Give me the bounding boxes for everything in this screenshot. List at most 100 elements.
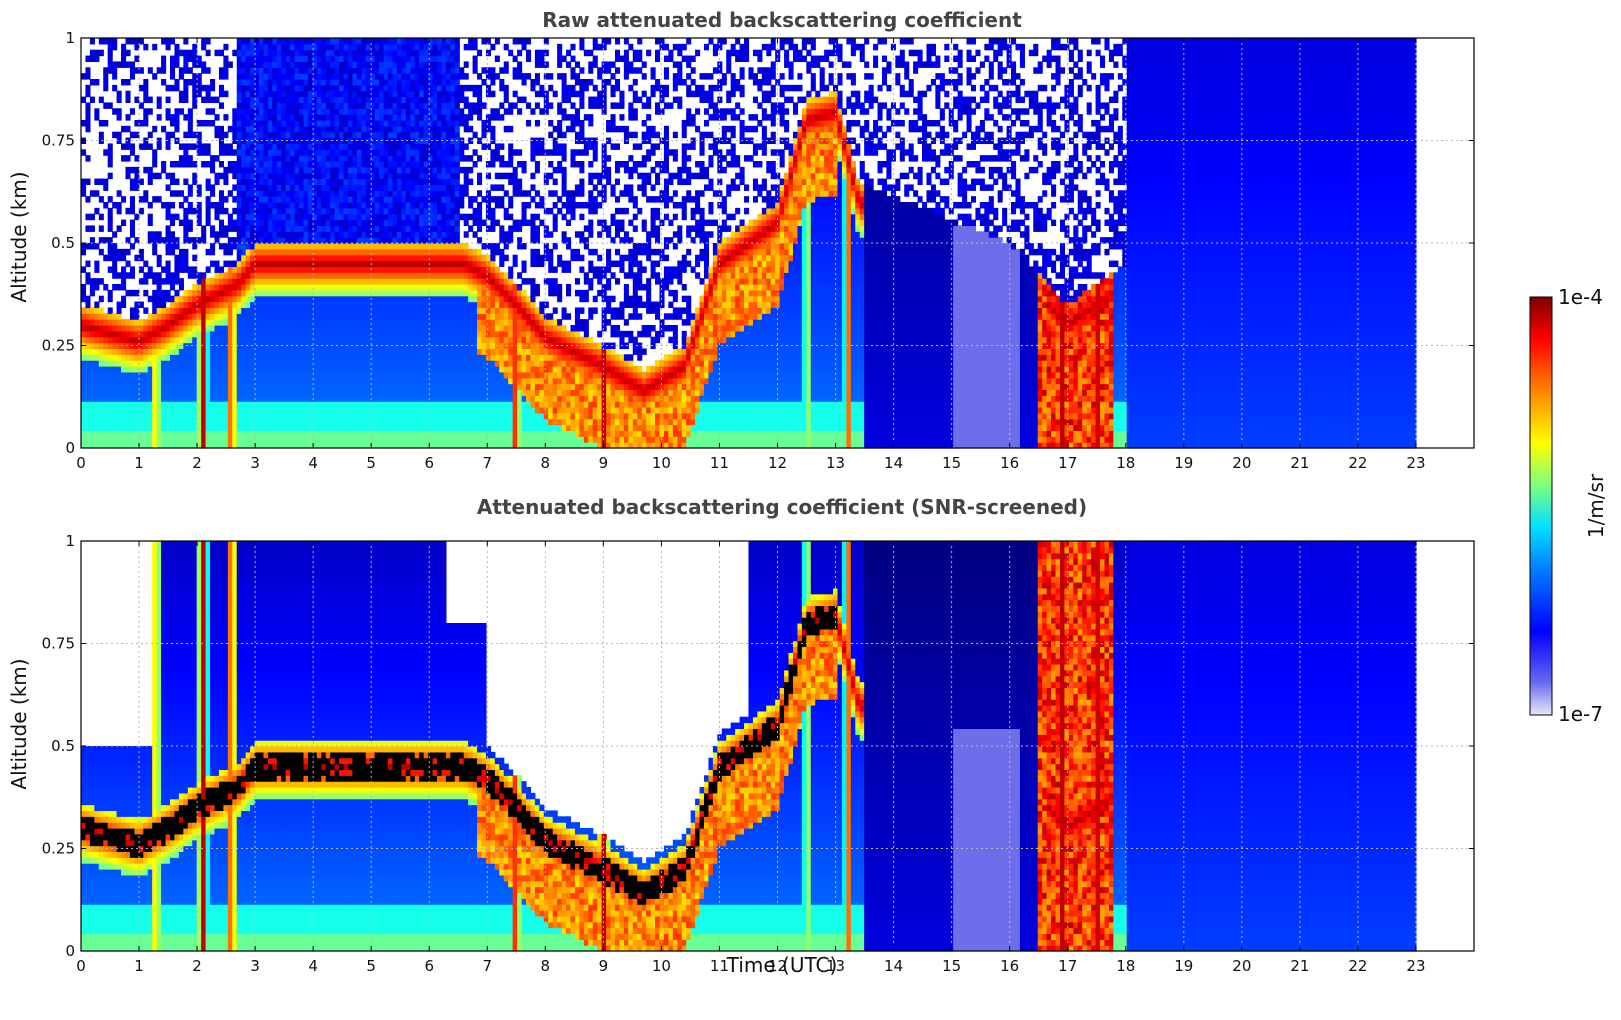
heatmap-cell — [183, 132, 188, 138]
heatmap-cell — [259, 50, 264, 56]
heatmap-cell — [183, 395, 188, 401]
heatmap-cell — [290, 384, 295, 390]
heatmap-cell — [308, 161, 313, 167]
heatmap-cell — [228, 407, 233, 413]
heatmap-cell — [299, 372, 304, 378]
heatmap-cell — [130, 220, 135, 226]
heatmap-cell — [126, 173, 131, 179]
heatmap-cell — [326, 44, 331, 50]
heatmap-cell — [352, 272, 357, 278]
heatmap-cell — [139, 208, 144, 214]
heatmap-cell — [148, 366, 153, 372]
heatmap-cell — [201, 389, 206, 395]
heatmap-cell — [117, 366, 122, 372]
heatmap-cell — [317, 284, 322, 290]
heatmap-cell — [183, 155, 188, 161]
heatmap-cell — [161, 38, 166, 44]
heatmap-cell — [357, 114, 362, 120]
heatmap-cell — [94, 278, 99, 284]
heatmap-cell — [272, 395, 277, 401]
heatmap-cell — [321, 97, 326, 103]
heatmap-cell — [99, 97, 104, 103]
heatmap-cell — [219, 360, 224, 366]
heatmap-cell — [321, 120, 326, 126]
heatmap-cell — [241, 307, 246, 313]
heatmap-cell — [246, 184, 251, 190]
heatmap-cell — [188, 413, 193, 419]
heatmap-cell — [219, 132, 224, 138]
heatmap-cell — [143, 120, 148, 126]
heatmap-cell — [263, 149, 268, 155]
heatmap-cell — [352, 266, 357, 272]
heatmap-cell — [166, 44, 171, 50]
heatmap-cell — [121, 266, 126, 272]
heatmap-cell — [215, 372, 220, 378]
heatmap-cell — [246, 325, 251, 331]
heatmap-cell — [223, 425, 228, 431]
heatmap-cell — [85, 272, 90, 278]
heatmap-cell — [268, 407, 273, 413]
heatmap-cell — [290, 249, 295, 255]
heatmap-cell — [174, 378, 179, 384]
heatmap-cell — [166, 389, 171, 395]
heatmap-cell — [143, 401, 148, 407]
heatmap-cell — [348, 97, 353, 103]
heatmap-cell — [263, 50, 268, 56]
heatmap-cell — [290, 278, 295, 284]
heatmap-cell — [277, 348, 282, 354]
heatmap-cell — [339, 302, 344, 308]
heatmap-cell — [321, 108, 326, 114]
heatmap-cell — [246, 430, 251, 436]
heatmap-cell — [85, 395, 90, 401]
heatmap-cell — [272, 419, 277, 425]
heatmap-cell — [259, 184, 264, 190]
heatmap-cell — [303, 372, 308, 378]
heatmap-cell — [326, 325, 331, 331]
heatmap-cell — [85, 85, 90, 91]
heatmap-cell — [148, 179, 153, 185]
heatmap-cell — [166, 132, 171, 138]
heatmap-cell — [170, 401, 175, 407]
heatmap-cell — [317, 430, 322, 436]
heatmap-cell — [206, 401, 211, 407]
heatmap-cell — [148, 337, 153, 343]
heatmap-cell — [263, 220, 268, 226]
heatmap-cell — [308, 214, 313, 220]
heatmap-cell — [126, 436, 131, 442]
heatmap-cell — [268, 266, 273, 272]
heatmap-cell — [277, 261, 282, 267]
heatmap-cell — [143, 378, 148, 384]
heatmap-cell — [286, 155, 291, 161]
heatmap-cell — [183, 50, 188, 56]
heatmap-cell — [348, 179, 353, 185]
heatmap-cell — [263, 249, 268, 255]
heatmap-cell — [330, 430, 335, 436]
heatmap-cell — [246, 255, 251, 261]
heatmap-cell — [303, 307, 308, 313]
raw-backscatter-panel: Raw attenuated backscattering coefficien… — [7, 8, 1474, 472]
heatmap-cell — [281, 132, 286, 138]
heatmap-cell — [259, 261, 264, 267]
heatmap-cell — [81, 366, 86, 372]
heatmap-cell — [339, 354, 344, 360]
heatmap-cell — [348, 79, 353, 85]
heatmap-cell — [143, 290, 148, 296]
heatmap-cell — [335, 196, 340, 202]
heatmap-cell — [286, 296, 291, 302]
heatmap-cell — [303, 249, 308, 255]
heatmap-cell — [286, 126, 291, 132]
heatmap-cell — [290, 220, 295, 226]
heatmap-cell — [112, 61, 117, 67]
heatmap-cell — [286, 167, 291, 173]
heatmap-cell — [263, 419, 268, 425]
heatmap-cell — [183, 430, 188, 436]
heatmap-cell — [317, 167, 322, 173]
heatmap-cell — [206, 184, 211, 190]
heatmap-cell — [352, 249, 357, 255]
heatmap-cell — [321, 378, 326, 384]
heatmap-cell — [348, 284, 353, 290]
heatmap-cell — [259, 419, 264, 425]
heatmap-cell — [166, 419, 171, 425]
heatmap-cell — [94, 261, 99, 267]
heatmap-cell — [268, 319, 273, 325]
